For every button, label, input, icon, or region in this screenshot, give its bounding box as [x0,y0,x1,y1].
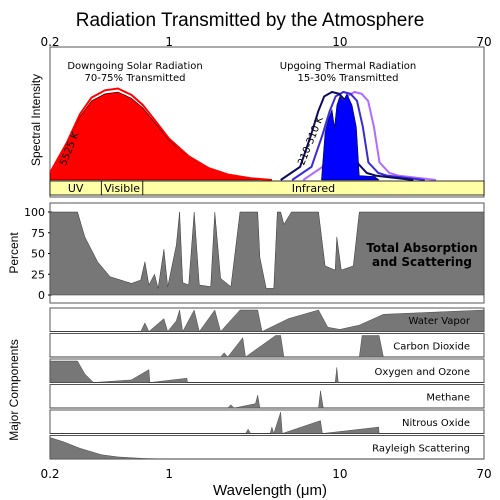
y-tick-label: 50 [31,248,45,261]
top-tick-label: 70 [476,35,491,49]
top-tick-labels: 0.2 1 10 70 [40,35,491,49]
component-label: Oxygen and Ozone [375,367,470,378]
top-tick-label: 10 [332,35,347,49]
component-label: Nitrous Oxide [402,418,470,429]
y-label-major-components: Major Components [7,339,21,440]
component-label: Rayleigh Scattering [372,444,470,455]
component-label: Methane [426,393,470,404]
spectral-intensity-panel: Downgoing Solar Radiation 70-75% Transmi… [49,46,485,198]
total-absorption-label: Total Absorption [366,241,477,255]
total-absorption-area [49,211,485,296]
bottom-tick-label: 1 [165,467,173,481]
components-panel: Water Vapor Carbon Dioxide Oxygen and Ozon… [49,307,485,460]
band-label: UV [68,182,84,195]
x-axis-label: Wavelength (μm) [213,482,327,499]
y-tick-label: 75 [31,227,45,240]
y-tick-label: 0 [38,289,45,302]
bottom-tick-label: 10 [332,467,347,481]
thermal-label-1: Upgoing Thermal Radiation [280,61,416,72]
component-area [49,437,484,460]
component-area [50,309,485,333]
component-area [50,411,484,435]
component-area [50,335,484,358]
solar-label-2: 70-75% Transmitted [84,73,185,84]
y-tick-label: 100 [24,206,45,219]
y-tick-label: 25 [31,268,45,281]
top-tick-label: 0.2 [40,35,59,49]
component-label: Water Vapor [408,316,470,327]
component-area [49,360,484,383]
scattering-label: and Scattering [372,255,472,269]
bottom-tick-labels: 0.2 1 10 70 [40,467,491,481]
thermal-250k-curve [291,90,425,181]
band-label: Visible [104,182,140,195]
component-area [50,390,484,409]
component-label: Carbon Dioxide [393,342,470,353]
bottom-tick-label: 70 [476,467,491,481]
solar-label-1: Downgoing Solar Radiation [67,61,202,72]
bottom-tick-label: 0.2 [40,467,59,481]
thermal-label-2: 15-30% Transmitted [297,73,398,84]
band-label: Infrared [292,182,335,195]
y-label-spectral: Spectral Intensity [29,74,43,166]
solar-5525k-curve [49,87,272,181]
band-infrared [142,180,485,196]
thermal-transmitted-area [321,93,380,181]
chart-title: Radiation Transmitted by the Atmosphere [76,10,425,31]
top-tick-label: 1 [165,35,173,49]
thermal-310k-curve [280,90,414,181]
component-row [49,384,485,409]
y-label-percent: Percent [7,232,21,274]
